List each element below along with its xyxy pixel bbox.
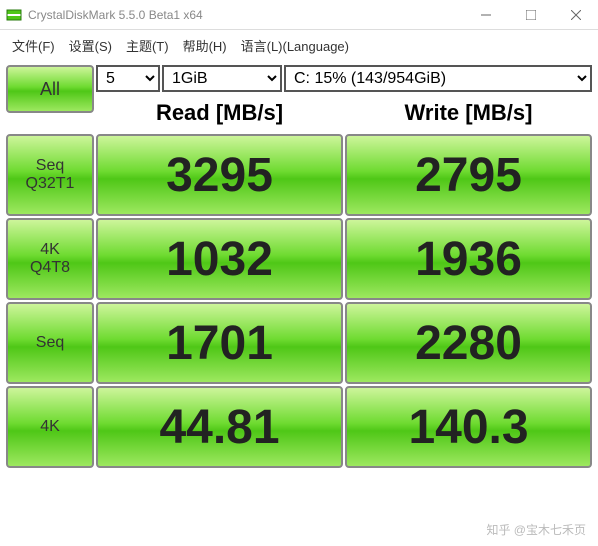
- menu-file[interactable]: 文件(F): [6, 34, 61, 57]
- window-controls: [463, 0, 598, 30]
- write-value-0: 2795: [345, 134, 592, 216]
- read-header: Read [MB/s]: [96, 94, 343, 132]
- read-value-3: 44.81: [96, 386, 343, 468]
- read-value-2: 1701: [96, 302, 343, 384]
- drive-select[interactable]: C: 15% (143/954GiB): [284, 65, 592, 92]
- row-button-2[interactable]: Seq: [6, 302, 94, 384]
- data-row-0: SeqQ32T132952795: [6, 134, 592, 216]
- read-value-0: 3295: [96, 134, 343, 216]
- menu-language[interactable]: 语言(L)(Language): [235, 34, 355, 57]
- controls-row: All 5 1GiB C: 15% (143/954GiB) Read [MB/…: [6, 65, 592, 132]
- write-value-3: 140.3: [345, 386, 592, 468]
- titlebar: CrystalDiskMark 5.5.0 Beta1 x64: [0, 0, 598, 30]
- data-row-2: Seq17012280: [6, 302, 592, 384]
- data-row-1: 4KQ4T810321936: [6, 218, 592, 300]
- selects: 5 1GiB C: 15% (143/954GiB): [96, 65, 592, 92]
- write-value-2: 2280: [345, 302, 592, 384]
- content: All 5 1GiB C: 15% (143/954GiB) Read [MB/…: [0, 61, 598, 468]
- row-button-1[interactable]: 4KQ4T8: [6, 218, 94, 300]
- minimize-button[interactable]: [463, 0, 508, 30]
- menu-theme[interactable]: 主题(T): [120, 34, 175, 57]
- row-button-3[interactable]: 4K: [6, 386, 94, 468]
- app-icon: [6, 7, 22, 23]
- all-button[interactable]: All: [6, 65, 94, 113]
- menu-help[interactable]: 帮助(H): [177, 34, 233, 57]
- write-header: Write [MB/s]: [345, 94, 592, 132]
- headers-row: Read [MB/s] Write [MB/s]: [96, 94, 592, 132]
- watermark: 知乎 @宝木七禾页: [486, 521, 586, 538]
- maximize-button[interactable]: [508, 0, 553, 30]
- write-value-1: 1936: [345, 218, 592, 300]
- runs-select[interactable]: 5: [96, 65, 160, 92]
- read-value-1: 1032: [96, 218, 343, 300]
- window-title: CrystalDiskMark 5.5.0 Beta1 x64: [28, 8, 463, 22]
- close-button[interactable]: [553, 0, 598, 30]
- menu-settings[interactable]: 设置(S): [63, 34, 118, 57]
- row-button-0[interactable]: SeqQ32T1: [6, 134, 94, 216]
- data-row-3: 4K44.81140.3: [6, 386, 592, 468]
- menubar: 文件(F) 设置(S) 主题(T) 帮助(H) 语言(L)(Language): [0, 30, 598, 61]
- size-select[interactable]: 1GiB: [162, 65, 282, 92]
